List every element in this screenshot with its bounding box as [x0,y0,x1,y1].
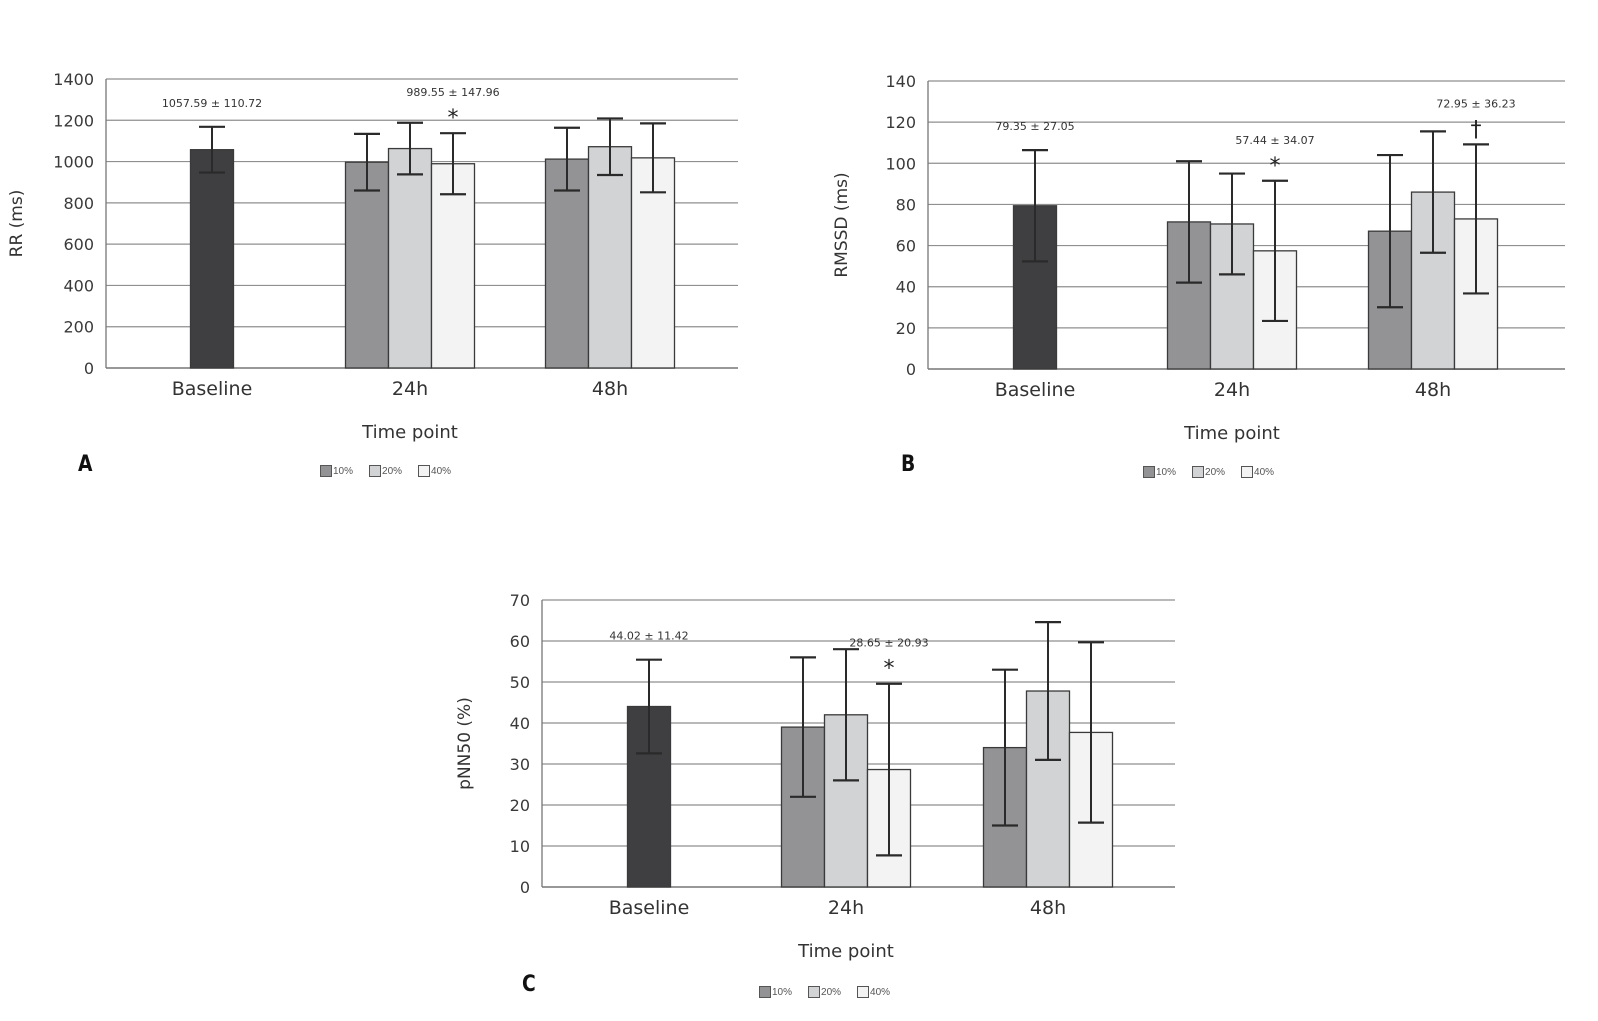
legend-item: 10% [320,465,353,477]
panel-label-a: A [78,452,93,477]
significance-marker: * [884,657,895,682]
annotation-label: 79.35 ± 27.05 [995,120,1074,133]
y-tick-label: 800 [63,194,94,213]
legend-swatch [418,465,431,477]
y-tick-label: 80 [896,195,916,214]
y-tick-label: 100 [885,154,916,173]
y-tick-label: 60 [896,237,916,256]
x-tick-label: Baseline [609,897,690,919]
legend-swatch [1192,466,1205,478]
legend-label: 40% [1254,466,1275,478]
legend-label: 40% [870,986,891,998]
panel-a: 0 200 400 600 800 1000 1200 1400 RR (ms) Baseline… [0,60,760,460]
annotation-label: 28.65 ± 20.93 [849,637,928,650]
y-tick-label: 40 [896,278,916,297]
y-tick-label: 400 [63,276,94,295]
x-tick-label: 24h [1214,379,1250,401]
y-tick-label: 30 [510,755,530,774]
y-tick-label: 600 [63,235,94,254]
legend-label: 20% [821,986,842,998]
bar-20pct [387,147,433,369]
y-tick-label: 60 [510,632,530,651]
y-tick-label: 40 [510,714,530,733]
chart-rmssd: 0 20 40 60 80 100 120 140 RMSSD (ms) Baseline 24h 4… [832,72,1565,444]
panel-b: 0 20 40 60 80 100 120 140 RMSSD (ms) Baseline 24h 4… [820,60,1580,460]
chart-rr: 0 200 400 600 800 1000 1200 1400 RR (ms) Baseline… [7,70,738,443]
significance-marker: † [1471,117,1482,142]
legend-swatch [857,986,870,998]
x-axis-title: Time point [1183,423,1280,444]
y-tick-label: 0 [84,359,94,378]
legend-c: 10% 20% 40% [759,986,890,998]
x-tick-label: 48h [1030,897,1066,919]
y-axis-title: pNN50 (%) [455,697,475,790]
annotation-label: 57.44 ± 34.07 [1235,134,1314,147]
x-axis-title: Time point [361,422,458,443]
legend-label: 10% [1156,466,1177,478]
bar-baseline [189,149,235,369]
annotation-label: 1057.59 ± 110.72 [162,97,262,110]
legend-item: 40% [418,465,451,477]
legend-swatch [369,465,382,477]
x-axis-title: Time point [797,941,894,962]
x-tick-label: 48h [1415,379,1451,401]
annotation-label: 72.95 ± 36.23 [1436,97,1515,110]
panel-c: 0 10 20 30 40 50 60 70 pNN50 (%) Baseline 24h 48h Ti… [430,580,1190,980]
panel-label-b: B [901,452,916,477]
x-tick-label: 24h [392,378,428,400]
significance-marker: * [448,106,459,131]
y-axis-title: RMSSD (ms) [832,172,852,277]
legend-swatch [1143,466,1155,478]
legend-item: 20% [808,986,841,998]
y-tick-label: 20 [896,319,916,338]
x-tick-label: 24h [828,897,864,919]
legend-label: 10% [333,465,354,477]
significance-marker: * [1270,154,1281,179]
y-tick-label: 0 [520,878,530,897]
legend-item: 40% [857,986,890,998]
y-tick-label: 50 [510,673,530,692]
annotation-label: 44.02 ± 11.42 [609,630,688,643]
legend-item: 20% [1192,466,1225,478]
legend-item: 10% [759,986,792,998]
y-tick-label: 70 [510,591,530,610]
y-tick-label: 120 [885,113,916,132]
y-tick-label: 20 [510,796,530,815]
x-tick-label: Baseline [172,378,253,400]
legend-label: 10% [772,986,793,998]
x-tick-label: 48h [592,378,628,400]
y-tick-label: 200 [63,318,94,337]
legend-label: 20% [1205,466,1226,478]
bar-10pct [344,161,390,369]
legend-label: 20% [382,465,403,477]
legend-swatch [320,465,332,477]
bar-baseline [1012,205,1058,370]
annotation-label: 989.55 ± 147.96 [406,86,499,99]
legend-swatch [759,986,771,998]
legend-item: 10% [1143,466,1176,478]
legend-a: 10% 20% 40% [320,465,451,477]
y-tick-label: 1000 [53,153,94,172]
legend-item: 20% [369,465,402,477]
chart-pnn50: 0 10 20 30 40 50 60 70 pNN50 (%) Baseline 24h 48h Ti… [455,591,1175,962]
legend-item: 40% [1241,466,1274,478]
legend-label: 40% [431,465,452,477]
y-tick-label: 0 [906,360,916,379]
panel-label-c: C [522,972,536,997]
y-axis-title: RR (ms) [7,190,27,258]
bar-20pct [587,146,633,369]
y-tick-label: 10 [510,837,530,856]
legend-swatch [1241,466,1254,478]
y-tick-label: 1400 [53,70,94,89]
legend-swatch [808,986,821,998]
legend-b: 10% 20% 40% [1143,466,1274,478]
y-tick-label: 140 [885,72,916,91]
x-tick-label: Baseline [995,379,1076,401]
y-tick-label: 1200 [53,111,94,130]
